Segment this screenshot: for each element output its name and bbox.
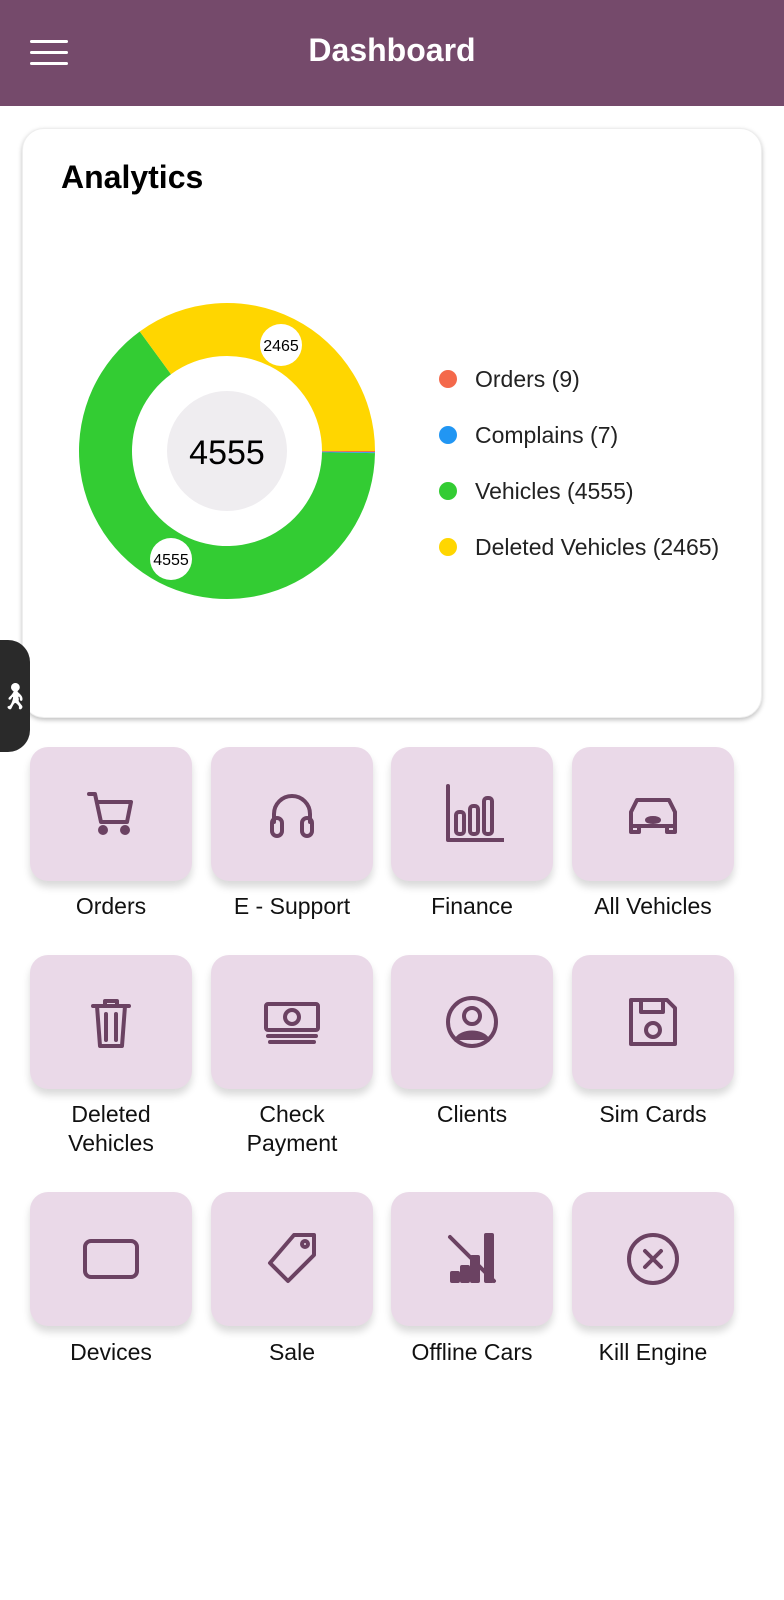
chart-legend: Orders (9) Complains (7) Vehicles (4555)… <box>439 351 719 575</box>
tag-icon <box>268 1233 316 1283</box>
legend-label: Vehicles (4555) <box>475 477 634 504</box>
tile-sale[interactable] <box>211 1192 373 1326</box>
trash-icon <box>91 999 131 1048</box>
legend-dot <box>439 370 457 388</box>
legend-label: Orders (9) <box>475 365 580 392</box>
slice-label-bubble <box>150 538 192 580</box>
accessibility-button[interactable]: 🚶︎ <box>0 640 32 752</box>
bar-chart-icon <box>446 784 504 842</box>
slice-label-bubble <box>260 324 302 366</box>
tile-label: All Vehicles <box>594 893 712 919</box>
tile-label: Offline Cars <box>411 1339 533 1365</box>
slice-vehicles <box>79 331 375 599</box>
tile-devices[interactable] <box>30 1192 192 1326</box>
hamburger-icon[interactable] <box>30 40 68 68</box>
donut-chart: 4555 2465 4555 <box>79 303 375 599</box>
tile-deleted-vehicles[interactable] <box>30 955 192 1089</box>
slice-deleted-vehicles <box>139 303 375 451</box>
user-circle-icon <box>446 996 498 1048</box>
tile-offline-cars[interactable] <box>391 1192 553 1326</box>
slice-orders <box>321 451 375 453</box>
legend-dot <box>439 482 457 500</box>
car-icon <box>629 798 677 834</box>
accessibility-icon: 🚶︎ <box>0 680 32 711</box>
tile-orders[interactable] <box>30 747 192 881</box>
tile-label: E - Support <box>233 893 351 919</box>
legend-item-deleted-vehicles: Deleted Vehicles (2465) <box>439 519 719 575</box>
slice-complains <box>321 451 375 454</box>
tile-label: Clients <box>436 1101 508 1127</box>
slice-label-deleted: 2465 <box>263 338 299 355</box>
save-icon <box>629 998 677 1046</box>
tile-label: Sim Cards <box>599 1101 707 1127</box>
center-circle <box>167 391 287 511</box>
tile-label: Deleted Vehicles <box>68 1101 154 1156</box>
legend-item-vehicles: Vehicles (4555) <box>439 463 719 519</box>
cart-icon <box>87 792 133 835</box>
tile-label: Kill Engine <box>598 1339 708 1365</box>
rectangle-icon <box>83 1239 139 1279</box>
legend-dot <box>439 426 457 444</box>
tile-label: Check Payment <box>246 1101 338 1156</box>
tile-finance[interactable] <box>391 747 553 881</box>
tile-kill-engine[interactable] <box>572 1192 734 1326</box>
tile-clients[interactable] <box>391 955 553 1089</box>
app-bar: Dashboard <box>0 0 784 106</box>
tile-check-payment[interactable] <box>211 955 373 1089</box>
money-icon <box>264 1002 320 1044</box>
slice-label-vehicles: 4555 <box>153 552 189 569</box>
legend-label: Deleted Vehicles (2465) <box>475 533 720 560</box>
tile-label: Sale <box>268 1339 316 1365</box>
page-title: Dashboard <box>308 32 476 68</box>
legend-dot <box>439 538 457 556</box>
legend-item-complains: Complains (7) <box>439 407 719 463</box>
analytics-card: Analytics 4555 2465 4555 Orders (9) Comp… <box>22 128 762 718</box>
legend-label: Complains (7) <box>475 421 619 448</box>
cancel-circle-icon <box>627 1233 679 1285</box>
tile-e-support[interactable] <box>211 747 373 881</box>
tile-label: Orders <box>75 893 147 919</box>
tile-label: Finance <box>431 893 513 919</box>
tile-sim-cards[interactable] <box>572 955 734 1089</box>
center-value: 4555 <box>189 434 265 472</box>
legend-item-orders: Orders (9) <box>439 351 719 407</box>
analytics-title: Analytics <box>61 159 204 195</box>
tile-all-vehicles[interactable] <box>572 747 734 881</box>
tile-label: Devices <box>70 1339 152 1365</box>
headphones-icon <box>270 794 314 838</box>
signal-off-icon <box>448 1233 496 1283</box>
